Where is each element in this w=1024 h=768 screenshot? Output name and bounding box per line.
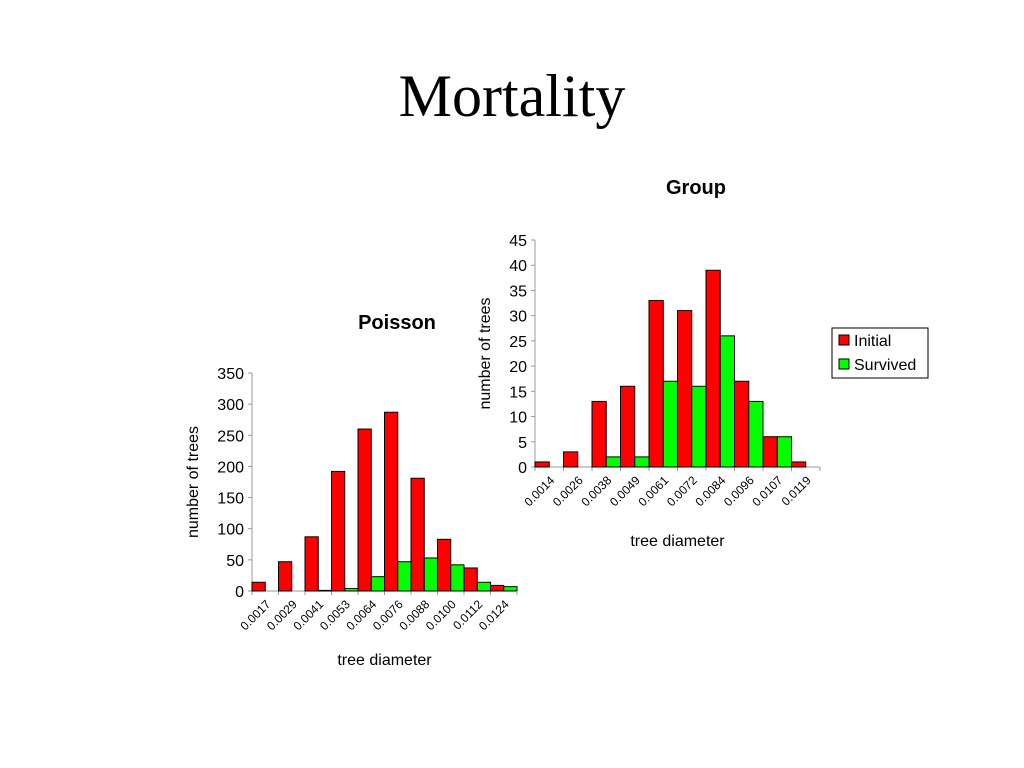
x-tick-label: 0.0107 [750, 473, 786, 509]
bar-initial [563, 451, 579, 468]
legend-label-initial: Initial [854, 333, 891, 350]
x-tick-label: 0.0026 [550, 473, 586, 509]
bar-survived [605, 456, 621, 468]
legend-label-survived: Survived [854, 357, 916, 374]
x-tick-label: 0.0061 [636, 473, 672, 509]
y-tick-label: 100 [217, 522, 244, 539]
x-tick-label: 0.0084 [693, 473, 729, 509]
bar-initial [357, 428, 372, 592]
legend-swatch-initial [838, 334, 850, 346]
chart-title: Poisson [358, 312, 436, 334]
y-tick-label: 35 [509, 283, 527, 300]
bar-initial [677, 310, 693, 468]
x-tick-label: 0.0119 [779, 473, 814, 508]
bar-initial [490, 584, 505, 592]
y-tick-label: 5 [518, 435, 527, 452]
bar-survived [691, 385, 707, 468]
x-tick-label: 0.0072 [664, 473, 700, 509]
y-tick-label: 250 [217, 428, 244, 445]
y-axis-label: number of trees [185, 426, 202, 538]
legend-swatch-survived [838, 358, 850, 370]
bar-survived [719, 335, 735, 468]
bar-initial [251, 581, 266, 592]
bar-survived [397, 561, 412, 592]
bar-initial [304, 536, 319, 592]
bar-survived [344, 588, 359, 592]
bar-initial [463, 567, 478, 592]
x-tick-label: 0.0049 [607, 473, 643, 509]
bar-survived [748, 400, 764, 468]
y-tick-label: 40 [509, 258, 527, 275]
y-tick-label: 50 [226, 553, 244, 570]
bar-initial [534, 461, 550, 468]
y-tick-label: 0 [518, 460, 527, 477]
x-axis-label: tree diameter [337, 652, 432, 669]
x-axis-label: tree diameter [630, 533, 725, 550]
y-axis-label: number of trees [477, 297, 494, 409]
bar-survived [476, 581, 491, 592]
chart-group: Group 0 5 10 15 20 25 30 35 40 45 0.00140.00260.003… [477, 177, 821, 550]
bar-initial [762, 436, 778, 468]
bar-initial [278, 561, 293, 592]
bar-initial [591, 400, 607, 468]
x-tick-label: 0.0100 [423, 597, 459, 633]
bar-initial [620, 385, 636, 468]
y-tick-label: 150 [217, 491, 244, 508]
x-tick-label: 0.0124 [476, 597, 512, 633]
y-tick-label: 45 [509, 233, 527, 250]
slide-title: Mortality [398, 63, 626, 129]
bar-initial [410, 477, 425, 592]
y-tick-label: 20 [509, 359, 527, 376]
y-tick-label: 15 [509, 384, 527, 401]
bar-survived [634, 456, 650, 468]
bar-survived [370, 576, 385, 592]
y-tick-label: 300 [217, 397, 244, 414]
bar-survived [662, 380, 678, 468]
bar-survived [423, 557, 438, 592]
bar-survived [450, 564, 465, 592]
chart-poisson: Poisson0501001502002503003500.00170.0029… [185, 312, 518, 669]
bar-initial [384, 411, 399, 592]
bar-initial [331, 470, 346, 592]
y-tick-label: 25 [509, 334, 527, 351]
chart-title: Group [666, 177, 726, 199]
y-tick-label: 0 [235, 584, 244, 601]
bar-initial [791, 461, 807, 468]
legend: Initial Survived [831, 327, 929, 379]
bar-initial [734, 380, 750, 468]
y-tick-label: 200 [217, 459, 244, 476]
y-tick-label: 350 [217, 366, 244, 383]
bar-survived [776, 436, 792, 468]
x-tick-label: 0.0038 [579, 473, 615, 509]
bar-initial [648, 300, 664, 468]
y-tick-label: 10 [509, 410, 527, 427]
x-tick-label: 0.0096 [721, 473, 757, 509]
bar-initial [437, 538, 452, 592]
bar-survived [503, 586, 518, 592]
bar-survived [317, 589, 332, 592]
x-tick-label: 0.0014 [522, 473, 558, 509]
y-tick-label: 30 [509, 309, 527, 326]
bar-initial [705, 269, 721, 468]
